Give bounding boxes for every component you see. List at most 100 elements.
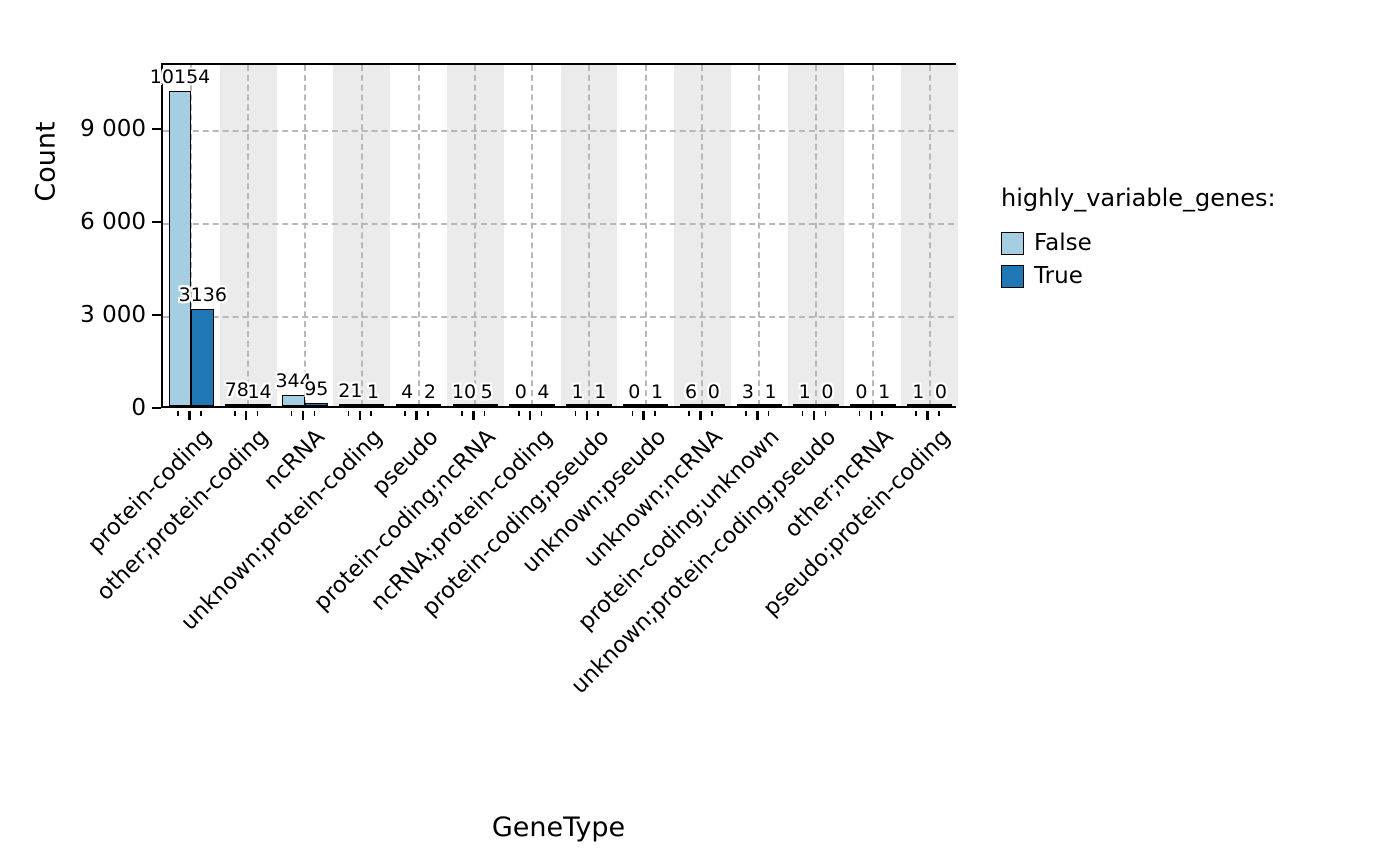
vertical-gridline — [928, 65, 931, 406]
x-minor-tick-mark — [767, 410, 770, 416]
vertical-gridline — [303, 65, 306, 406]
x-minor-tick-mark — [938, 410, 940, 416]
x-axis-label: GeneType — [491, 812, 626, 843]
bar-true-unknown;ncRNA — [702, 404, 726, 406]
y-tick-mark — [152, 313, 161, 317]
bar-true-protein-coding;unknown — [759, 404, 782, 406]
vertical-gridline — [531, 65, 534, 406]
bar-value-label: 1 — [367, 380, 380, 403]
x-tick-mark — [585, 410, 589, 420]
legend-item-true: True — [1001, 263, 1276, 289]
bar-value-label: 0 — [855, 381, 868, 403]
vertical-gridline — [758, 65, 761, 406]
bar-value-label: 21 — [338, 380, 363, 403]
bar-value-label: 2 — [423, 380, 436, 403]
x-tick-mark — [528, 410, 532, 420]
x-tick-mark — [358, 410, 362, 420]
bar-true-unknown;pseudo — [645, 404, 669, 406]
x-tick-mark — [244, 410, 248, 420]
y-tick-mark — [152, 127, 161, 131]
horizontal-gridline — [163, 223, 954, 226]
vertical-gridline — [247, 65, 250, 406]
bar-value-label: 3136 — [178, 283, 227, 306]
vertical-gridline — [701, 65, 704, 406]
x-minor-tick-mark — [824, 410, 827, 416]
x-minor-tick-mark — [427, 410, 429, 416]
vertical-gridline — [417, 65, 420, 406]
x-tick-mark — [926, 410, 929, 420]
bar-true-other;protein-coding — [248, 404, 271, 406]
vertical-gridline — [474, 65, 477, 406]
bar-true-ncRNA;protein-coding — [532, 404, 555, 406]
x-minor-tick-mark — [540, 410, 543, 416]
x-minor-tick-mark — [483, 410, 486, 416]
legend-rows: False True — [1001, 230, 1276, 289]
legend-label-true: True — [1034, 263, 1083, 289]
x-minor-tick-mark — [688, 410, 690, 416]
x-tick-mark — [188, 410, 191, 420]
y-tick-label: 0 — [131, 395, 146, 421]
x-minor-tick-mark — [654, 410, 656, 416]
bar-value-label: 14 — [247, 380, 272, 403]
x-tick-mark — [415, 410, 418, 420]
x-minor-tick-mark — [801, 410, 804, 416]
x-minor-tick-mark — [858, 410, 861, 416]
x-minor-tick-mark — [290, 410, 293, 416]
bar-false-unknown;protein-coding — [339, 404, 362, 406]
x-tick-mark — [642, 410, 645, 420]
vertical-gridline — [871, 65, 874, 406]
y-tick-label: 3 000 — [80, 302, 146, 328]
bar-false-protein-coding;unknown — [736, 404, 760, 406]
bar-true-unknown;protein-coding;pseudo — [816, 404, 839, 406]
x-minor-tick-mark — [347, 410, 350, 416]
bar-value-label: 1 — [912, 380, 925, 403]
x-minor-tick-mark — [404, 410, 406, 416]
bar-value-label: 95 — [304, 378, 329, 401]
plot-area: 10154 78 344 21 4 10 0 1 0 6 3 1 0 1 3136 14 95 1 2 5 4 1 1 0 1 0… — [150, 63, 958, 408]
bar-value-label: 1 — [571, 380, 584, 403]
legend-swatch-false — [1001, 231, 1024, 255]
x-minor-tick-mark — [881, 410, 883, 416]
bar-value-label: 1 — [798, 380, 811, 403]
bar-false-pseudo;protein-coding — [906, 404, 930, 406]
y-axis-label: Count — [30, 120, 62, 202]
vertical-gridline — [815, 65, 818, 406]
bar-value-label: 10 — [451, 380, 477, 403]
x-minor-tick-mark — [574, 410, 577, 416]
x-minor-tick-mark — [234, 410, 236, 416]
x-tick-mark — [472, 410, 475, 420]
bar-value-label: 1 — [594, 380, 607, 403]
bar-true-protein-coding — [191, 308, 215, 406]
y-tick-mark — [152, 220, 161, 224]
bar-false-other;ncRNA — [850, 404, 873, 406]
horizontal-gridline — [163, 316, 954, 318]
bar-value-label: 0 — [514, 381, 527, 403]
bar-false-protein-coding;pseudo — [566, 404, 589, 406]
bar-value-label: 0 — [628, 381, 641, 403]
legend-title: highly_variable_genes: — [1001, 184, 1276, 212]
bar-value-label: 78 — [224, 378, 249, 401]
x-minor-tick-mark — [370, 410, 372, 416]
vertical-gridline — [360, 65, 363, 406]
x-tick-mark — [869, 410, 873, 420]
bar-value-label: 6 — [685, 380, 698, 403]
x-tick-mark — [756, 410, 759, 420]
bar-false-pseudo — [395, 404, 419, 406]
bar-value-label: 3 — [741, 380, 754, 403]
bar-true-pseudo;protein-coding — [929, 404, 953, 406]
x-minor-tick-mark — [177, 410, 179, 416]
legend-item-false: False — [1001, 230, 1276, 256]
bar-false-other;protein-coding — [225, 403, 249, 406]
bar-true-other;ncRNA — [872, 404, 896, 406]
x-minor-tick-mark — [461, 410, 463, 416]
x-minor-tick-mark — [256, 410, 259, 416]
x-minor-tick-mark — [631, 410, 634, 416]
vertical-gridline — [644, 65, 647, 406]
bar-false-unknown;ncRNA — [679, 404, 703, 406]
legend: highly_variable_genes: False True — [1001, 184, 1276, 289]
x-minor-tick-mark — [597, 410, 600, 416]
bar-value-label: 5 — [480, 380, 493, 403]
horizontal-gridline — [163, 130, 954, 133]
x-tick-mark — [301, 410, 305, 420]
